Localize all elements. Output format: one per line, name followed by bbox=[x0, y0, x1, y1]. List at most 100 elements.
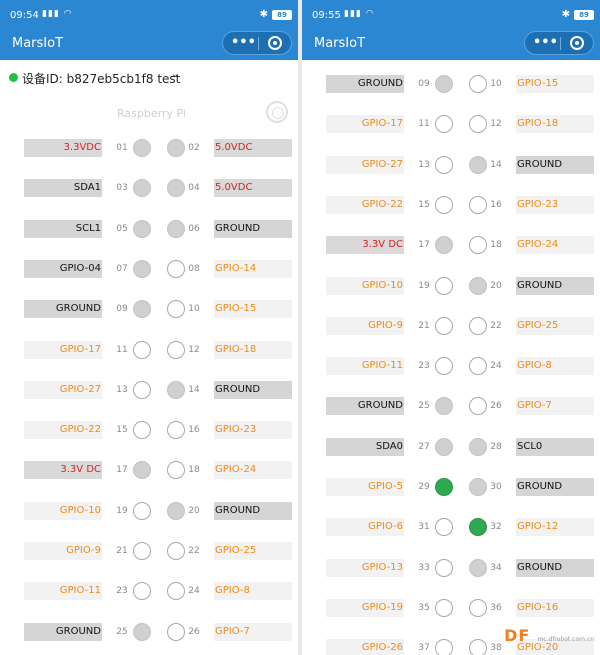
pin-toggle-right[interactable] bbox=[469, 195, 487, 214]
pin-toggle-right[interactable] bbox=[167, 179, 185, 198]
pin-toggle-left[interactable] bbox=[133, 380, 151, 399]
pin-number-left: 11 bbox=[418, 119, 430, 130]
pin-toggle-right[interactable] bbox=[167, 461, 185, 480]
title-bar: MarsIoT ••• bbox=[0, 30, 298, 60]
pin-toggle-left[interactable] bbox=[133, 542, 151, 560]
pin-toggle-right[interactable] bbox=[167, 501, 185, 520]
pin-toggle-right[interactable] bbox=[167, 340, 185, 359]
pin-number-left: 13 bbox=[418, 159, 430, 170]
pin-label-left: GPIO-10 bbox=[24, 501, 102, 520]
pin-toggle-right[interactable] bbox=[469, 236, 487, 255]
status-bar: 09:54 ▮▮▮ ◠ ✱ 89 bbox=[0, 0, 298, 30]
pin-number-left: 17 bbox=[418, 240, 430, 251]
pin-toggle-left[interactable] bbox=[133, 622, 151, 641]
pin-toggle-left[interactable] bbox=[435, 598, 453, 617]
pin-toggle-left[interactable] bbox=[133, 300, 151, 319]
pin-row: GPIO-10 19 20 GROUND bbox=[302, 276, 594, 298]
pin-number-left: 23 bbox=[418, 361, 430, 372]
pin-row: GROUND 09 10 GPIO-15 bbox=[302, 74, 594, 96]
pin-number-left: 19 bbox=[116, 505, 128, 516]
battery-icon: 89 bbox=[574, 10, 594, 20]
pin-label-right: GPIO-8 bbox=[214, 582, 292, 601]
pin-number-left: 07 bbox=[116, 263, 128, 274]
pin-row: GROUND 25 26 GPIO-7 bbox=[302, 396, 594, 418]
pin-toggle-right[interactable] bbox=[469, 75, 487, 93]
pin-toggle-right[interactable] bbox=[167, 622, 185, 641]
pin-toggle-left[interactable] bbox=[435, 558, 453, 577]
pin-label-right: GPIO-12 bbox=[516, 518, 594, 537]
device-selector[interactable]: 设备ID: b827eb5cb1f8 test ⌄ bbox=[0, 66, 298, 88]
close-target-icon[interactable] bbox=[570, 36, 584, 50]
pin-number-left: 29 bbox=[418, 482, 430, 492]
pin-label-left: GROUND bbox=[326, 397, 404, 416]
pin-toggle-left[interactable] bbox=[133, 340, 151, 359]
pin-toggle-right[interactable] bbox=[469, 357, 487, 376]
pin-row: GPIO-22 15 16 GPIO-23 bbox=[0, 420, 292, 442]
pin-toggle-right[interactable] bbox=[469, 518, 487, 537]
pin-label-right: GROUND bbox=[214, 219, 292, 238]
pin-toggle-left[interactable] bbox=[133, 219, 151, 238]
pin-toggle-left[interactable] bbox=[435, 478, 453, 496]
pin-toggle-right[interactable] bbox=[469, 639, 487, 655]
pin-toggle-right[interactable] bbox=[167, 582, 185, 601]
pin-label-left: GPIO-13 bbox=[326, 558, 404, 577]
pin-toggle-left[interactable] bbox=[435, 276, 453, 295]
pin-label-right: GROUND bbox=[516, 276, 594, 295]
pin-toggle-right[interactable] bbox=[469, 115, 487, 134]
pin-number-right: 16 bbox=[188, 425, 200, 436]
pin-toggle-right[interactable] bbox=[469, 437, 487, 456]
pin-label-right: GROUND bbox=[214, 380, 292, 399]
pin-toggle-left[interactable] bbox=[133, 179, 151, 198]
pin-number-right: 18 bbox=[188, 465, 200, 476]
pin-toggle-left[interactable] bbox=[133, 421, 151, 440]
pin-row: GPIO-9 21 22 GPIO-25 bbox=[302, 316, 594, 338]
pin-label-left: GPIO-26 bbox=[326, 639, 404, 655]
pin-label-left: GPIO-5 bbox=[326, 478, 404, 496]
pin-toggle-left[interactable] bbox=[133, 259, 151, 278]
pin-toggle-right[interactable] bbox=[167, 259, 185, 278]
pin-number-right: 26 bbox=[188, 626, 200, 637]
pin-toggle-left[interactable] bbox=[435, 195, 453, 214]
pin-row: GPIO-5 29 30 GROUND bbox=[302, 477, 594, 499]
status-time: 09:54 bbox=[10, 10, 39, 21]
pin-toggle-left[interactable] bbox=[435, 316, 453, 335]
pin-toggle-left[interactable] bbox=[435, 155, 453, 174]
pin-label-right: GPIO-24 bbox=[516, 236, 594, 255]
pin-toggle-left[interactable] bbox=[133, 582, 151, 601]
pin-number-left: 01 bbox=[116, 143, 128, 153]
close-target-icon[interactable] bbox=[268, 36, 282, 50]
more-icon[interactable]: ••• bbox=[231, 35, 256, 50]
pin-toggle-left[interactable] bbox=[435, 397, 453, 416]
pin-toggle-right[interactable] bbox=[167, 139, 185, 157]
pin-toggle-right[interactable] bbox=[469, 558, 487, 577]
pin-toggle-right[interactable] bbox=[167, 380, 185, 399]
pin-toggle-left[interactable] bbox=[435, 357, 453, 376]
pin-toggle-left[interactable] bbox=[435, 518, 453, 537]
pin-toggle-right[interactable] bbox=[469, 155, 487, 174]
pin-number-right: 06 bbox=[188, 223, 200, 234]
pin-toggle-right[interactable] bbox=[469, 598, 487, 617]
pin-toggle-left[interactable] bbox=[435, 236, 453, 255]
pin-toggle-right[interactable] bbox=[167, 421, 185, 440]
pin-toggle-right[interactable] bbox=[167, 219, 185, 238]
pin-toggle-right[interactable] bbox=[469, 397, 487, 416]
pin-toggle-left[interactable] bbox=[133, 461, 151, 480]
pin-toggle-left[interactable] bbox=[133, 501, 151, 520]
pin-toggle-left[interactable] bbox=[435, 639, 453, 655]
pin-label-right: GPIO-23 bbox=[516, 195, 594, 214]
pin-label-right: GPIO-23 bbox=[214, 421, 292, 440]
pin-label-right: 5.0VDC bbox=[214, 139, 292, 157]
pin-label-right: GPIO-20 bbox=[516, 639, 594, 655]
pin-toggle-right[interactable] bbox=[167, 300, 185, 319]
pin-toggle-left[interactable] bbox=[435, 437, 453, 456]
capsule-divider bbox=[560, 37, 561, 50]
pin-toggle-right[interactable] bbox=[167, 542, 185, 560]
pin-toggle-left[interactable] bbox=[133, 139, 151, 157]
pin-toggle-right[interactable] bbox=[469, 478, 487, 496]
pin-toggle-right[interactable] bbox=[469, 316, 487, 335]
pin-toggle-right[interactable] bbox=[469, 276, 487, 295]
pin-toggle-left[interactable] bbox=[435, 115, 453, 134]
more-icon[interactable]: ••• bbox=[533, 35, 558, 50]
pin-toggle-left[interactable] bbox=[435, 75, 453, 93]
chevron-down-icon[interactable]: ⌄ bbox=[171, 69, 180, 80]
